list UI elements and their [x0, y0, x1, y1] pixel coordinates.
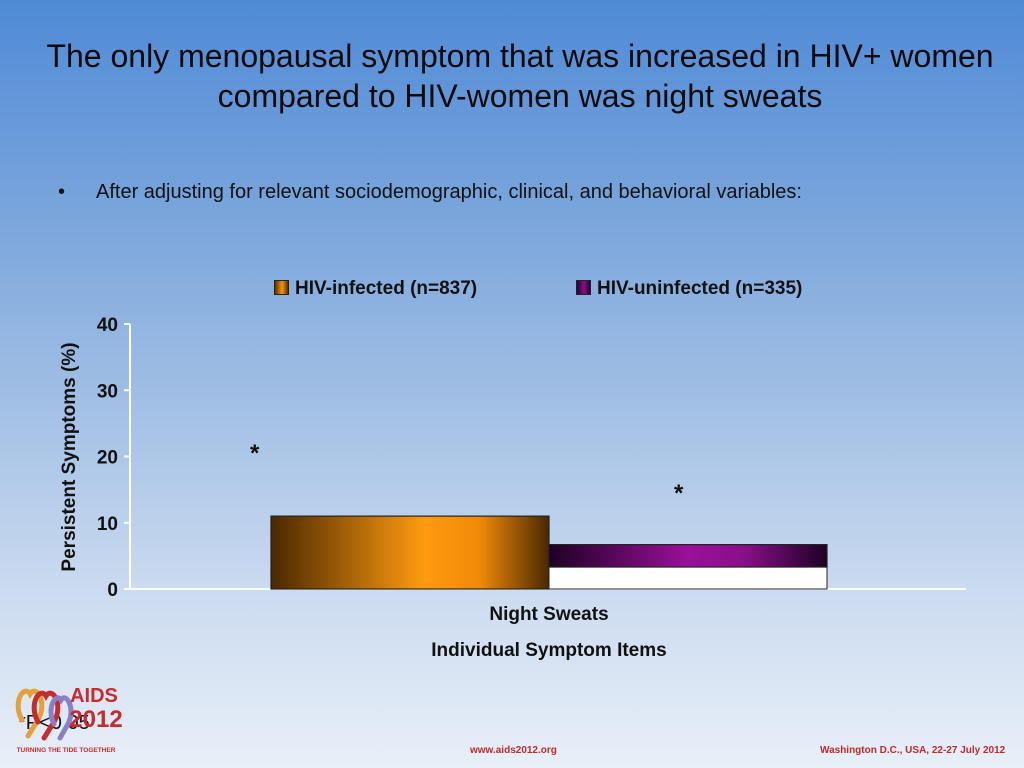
- legend-item-hiv-infected: HIV-infected (n=837): [274, 278, 477, 300]
- legend-label-hiv-infected: HIV-infected (n=837): [295, 278, 478, 299]
- significance-marker-hiv-uninfected: *: [674, 480, 684, 507]
- x-axis-label: Individual Symptom Items: [431, 640, 667, 661]
- y-tick-label: 30: [97, 381, 118, 402]
- legend-swatch-hiv-uninfected: [576, 280, 591, 295]
- ribbon-icon: [15, 688, 74, 741]
- significance-marker-hiv-infected: *: [250, 440, 260, 467]
- logo-tagline: TURNING THE TIDE TOGETHER: [17, 747, 116, 754]
- x-tick-label-night-sweats: Night Sweats: [489, 604, 609, 625]
- legend-item-hiv-uninfected: HIV-uninfected (n=335): [576, 278, 802, 300]
- footer-event-info: Washington D.C., USA, 22-27 July 2012: [820, 745, 1006, 756]
- footer-url[interactable]: www.aids2012.org: [470, 745, 557, 756]
- bar-hiv-uninfected: [548, 544, 828, 568]
- legend-label-hiv-uninfected: HIV-uninfected (n=335): [597, 278, 803, 299]
- y-tick-label: 20: [97, 448, 118, 469]
- bullet-text: After adjusting for relevant sociodemogr…: [96, 181, 802, 203]
- bullet-marker: •: [58, 181, 66, 203]
- slide-title: The only menopausal symptom that was inc…: [46, 38, 994, 114]
- y-tick-label: 10: [97, 514, 118, 535]
- bullet-item: • After adjusting for relevant sociodemog…: [58, 181, 802, 204]
- y-tick-label: 40: [97, 315, 118, 336]
- bar-hiv-infected: [270, 515, 550, 590]
- legend-swatch-hiv-infected: [274, 280, 289, 295]
- logo-text-aids: AIDS: [70, 685, 118, 707]
- bar-hiv-uninfected-base: [548, 566, 828, 590]
- y-tick-label: 0: [107, 580, 118, 601]
- logo-text-year: 2012: [69, 706, 122, 733]
- aids2012-logo: AIDS 2012 TURNING THE TIDE TOGETHER: [15, 685, 123, 754]
